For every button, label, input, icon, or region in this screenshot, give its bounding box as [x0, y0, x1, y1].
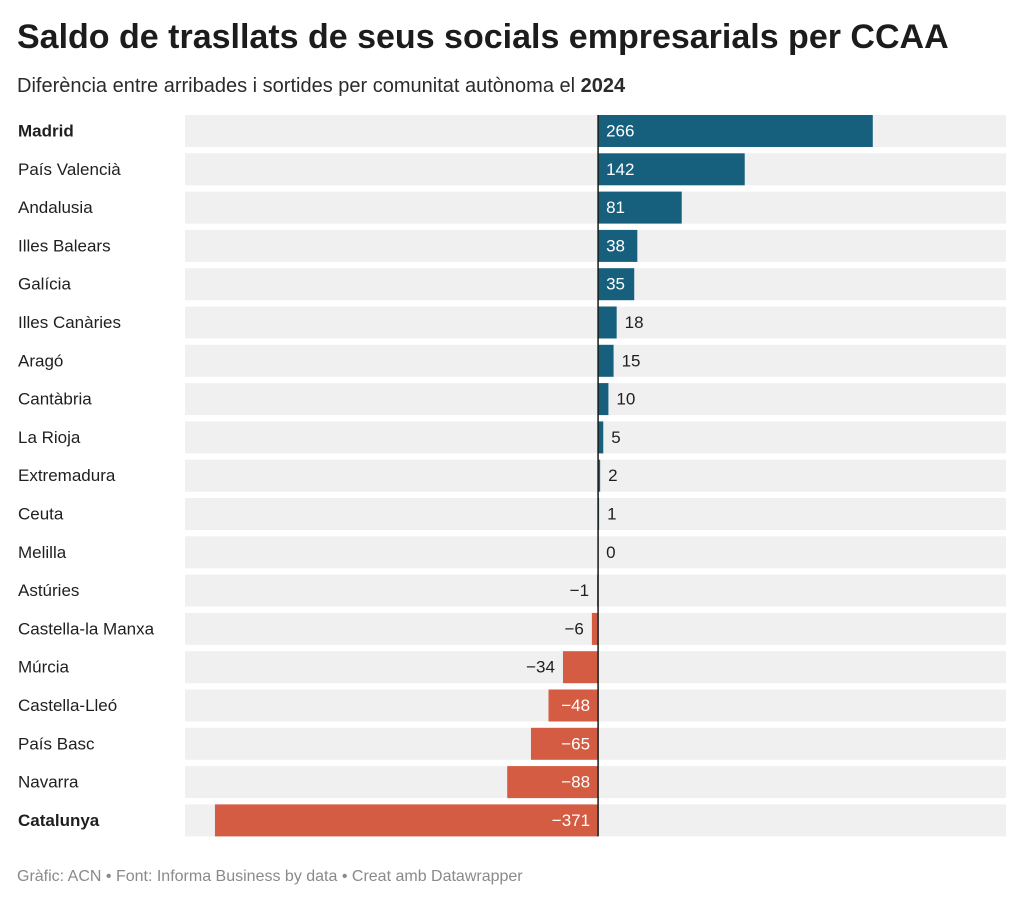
bar-chart: Madrid 266 País Valencià 142 Andalusia 81 Ille… — [18, 115, 1006, 837]
value-label: −1 — [570, 581, 589, 600]
category-label: Galícia — [18, 275, 71, 294]
row-background — [185, 306, 1006, 339]
category-label: Ceuta — [18, 505, 64, 524]
bar — [591, 612, 599, 645]
bar — [548, 689, 599, 722]
bar — [598, 421, 604, 454]
row-background — [185, 536, 1006, 569]
row-background — [185, 229, 1006, 262]
value-label: 5 — [611, 428, 620, 447]
value-label: 2 — [608, 466, 617, 485]
row-background — [185, 344, 1006, 377]
row-background — [185, 115, 1006, 147]
row-background — [185, 498, 1006, 530]
value-label: 142 — [606, 160, 634, 179]
value-label: 10 — [616, 390, 635, 409]
bar — [598, 229, 638, 262]
value-label: 81 — [606, 198, 625, 217]
row-background — [185, 421, 1006, 454]
category-label: La Rioja — [18, 428, 81, 447]
value-label: 15 — [622, 351, 641, 370]
bar — [214, 804, 599, 837]
value-label: 1 — [607, 505, 616, 524]
bar — [507, 766, 599, 799]
chart-title: Saldo de trasllats de seus socials empre… — [17, 18, 949, 56]
bar — [598, 383, 609, 416]
category-label: Castella-la Manxa — [18, 619, 155, 638]
category-label: Illes Balears — [18, 236, 111, 255]
category-label: País Basc — [18, 734, 95, 753]
category-label: Andalusia — [18, 198, 93, 217]
bar — [562, 651, 599, 684]
bar — [598, 268, 635, 301]
bar — [598, 344, 614, 377]
value-label: 38 — [606, 236, 625, 255]
value-label: 0 — [606, 543, 615, 562]
category-label: Navarra — [18, 773, 79, 792]
value-label: 35 — [606, 275, 625, 294]
category-label: Melilla — [18, 543, 67, 562]
subtitle-year: 2024 — [580, 75, 626, 97]
value-label: −88 — [561, 773, 590, 792]
row-background — [185, 459, 1006, 492]
bar — [598, 306, 617, 339]
bar — [598, 459, 601, 492]
chart-footer: Gràfic: ACN • Font: Informa Business by … — [17, 868, 523, 885]
row-background — [185, 268, 1006, 301]
value-label: 18 — [625, 313, 644, 332]
bar — [530, 727, 599, 760]
row-background — [185, 191, 1006, 224]
category-label: País Valencià — [18, 160, 121, 179]
bar — [598, 153, 745, 186]
value-label: −65 — [561, 734, 590, 753]
category-label: Astúries — [18, 581, 79, 600]
category-label: Extremadura — [18, 466, 116, 485]
row-background — [185, 383, 1006, 416]
row-background — [185, 574, 1006, 607]
category-label: Cantàbria — [18, 390, 92, 409]
row-background — [185, 153, 1006, 186]
subtitle-text: Diferència entre arribades i sortides pe… — [17, 75, 581, 97]
value-label: −34 — [526, 658, 555, 677]
bar — [598, 191, 682, 224]
bar — [598, 115, 873, 147]
category-label: Catalunya — [18, 811, 100, 830]
chart-subtitle: Diferència entre arribades i sortides pe… — [17, 72, 1007, 100]
category-label: Castella-Lleó — [18, 696, 117, 715]
value-label: −48 — [561, 696, 590, 715]
category-label: Madrid — [18, 122, 74, 141]
value-label: −371 — [552, 811, 590, 830]
value-label: 266 — [606, 122, 634, 141]
category-label: Illes Canàries — [18, 313, 121, 332]
category-label: Aragó — [18, 351, 63, 370]
category-label: Múrcia — [18, 658, 70, 677]
value-label: −6 — [564, 619, 583, 638]
